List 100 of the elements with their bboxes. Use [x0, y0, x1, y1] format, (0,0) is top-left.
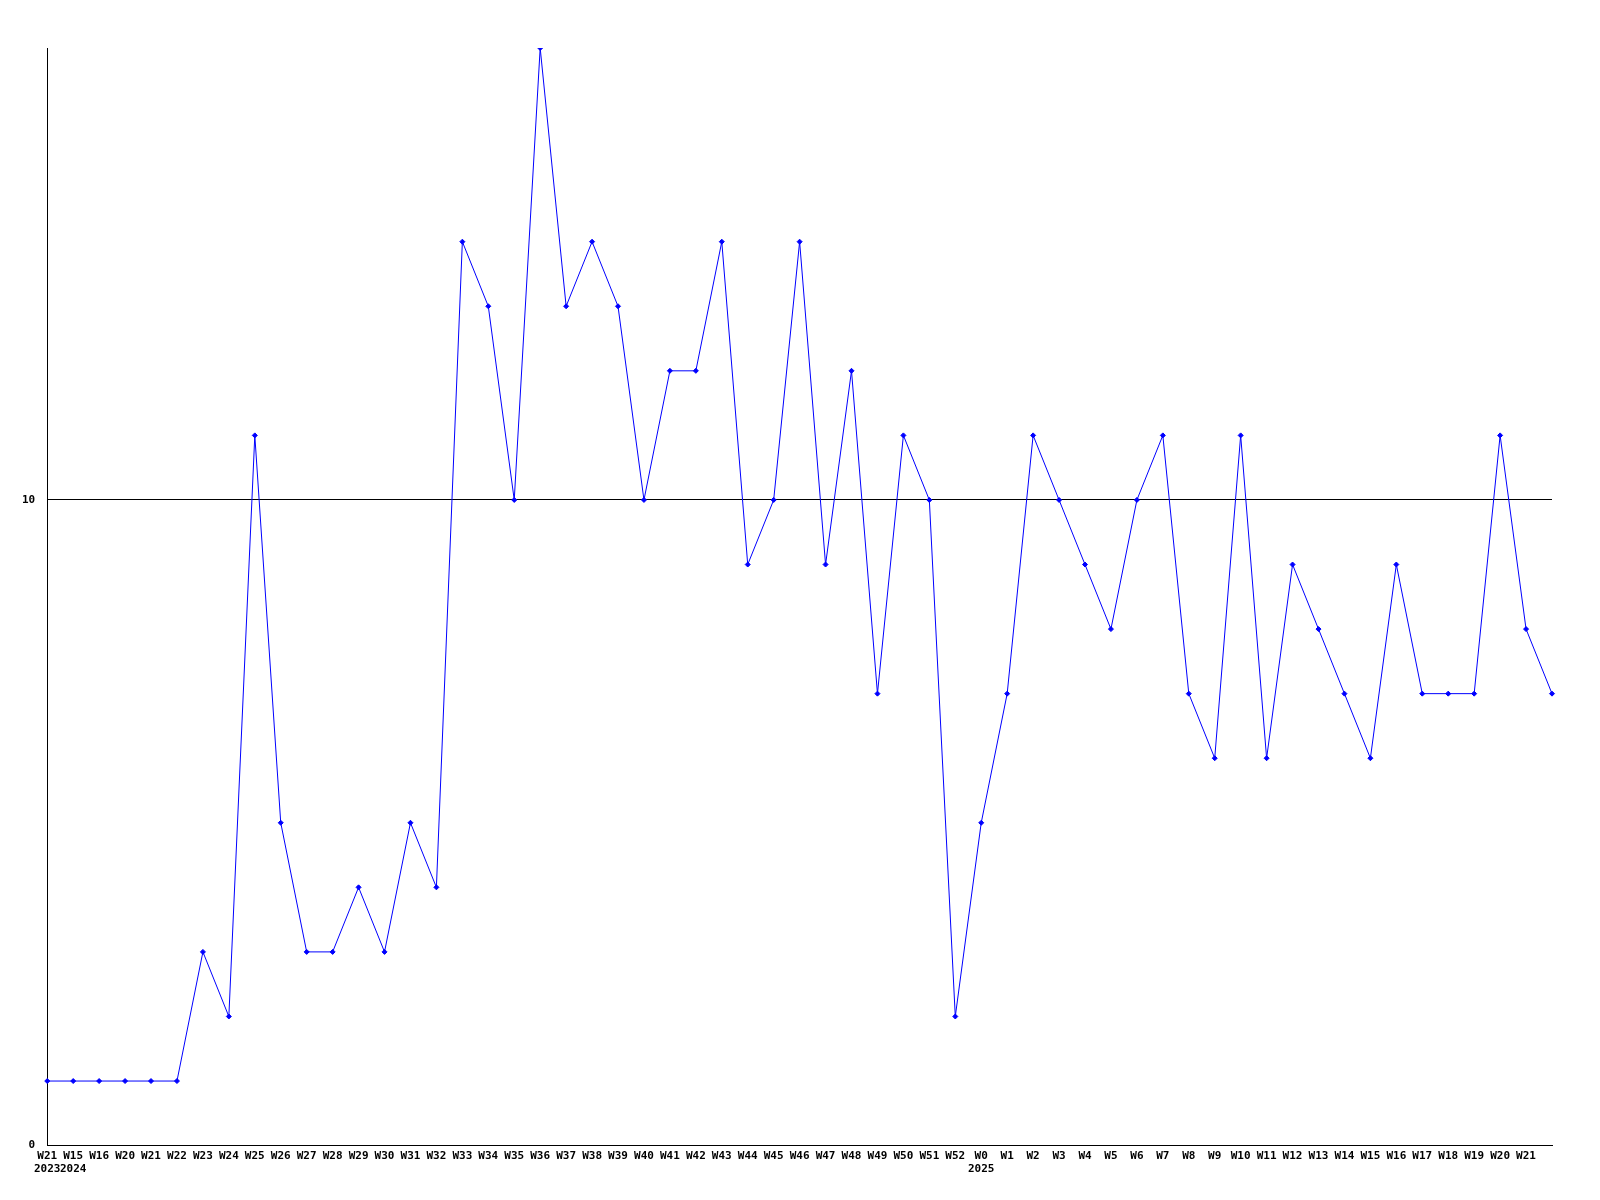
x-tick-label: W21 2023: [34, 1149, 61, 1176]
point: [277, 819, 284, 826]
point: [407, 819, 414, 826]
x-tick-label: W5: [1104, 1149, 1118, 1163]
point: [251, 432, 258, 439]
x-tick-label: W20: [115, 1149, 136, 1163]
point: [1445, 690, 1452, 697]
x-tick-label: W15 2024: [59, 1149, 87, 1176]
point: [329, 948, 336, 955]
x-tick-label: W31: [400, 1149, 421, 1163]
x-tick-label: W16: [89, 1149, 110, 1163]
x-tick-label: W27: [296, 1149, 317, 1163]
point: [615, 303, 622, 310]
x-tick-label: W46: [789, 1149, 810, 1163]
x-tick-label: W34: [478, 1149, 499, 1163]
x-tick-label: W15: [1360, 1149, 1381, 1163]
x-tick-label: W51: [919, 1149, 940, 1163]
point: [122, 1078, 129, 1085]
x-tick-label: W2: [1026, 1149, 1040, 1163]
x-tick-label: W36: [530, 1149, 551, 1163]
x-tick-label: W19: [1464, 1149, 1485, 1163]
x-tick-label: W44: [737, 1149, 759, 1163]
point: [1523, 626, 1530, 633]
point: [459, 238, 466, 245]
x-tick-label: W12: [1282, 1149, 1303, 1163]
point: [485, 303, 492, 310]
x-tick-label: W42: [685, 1149, 706, 1163]
y-tick-label: 0: [28, 1138, 36, 1152]
point: [978, 819, 985, 826]
x-tick-label: W25: [244, 1149, 265, 1163]
point: [796, 238, 803, 245]
x-tick-label: W24: [218, 1149, 240, 1163]
point: [874, 690, 881, 697]
x-tick-label: W40: [634, 1149, 654, 1163]
x-tick-label: W10: [1230, 1149, 1251, 1163]
point: [952, 1013, 959, 1020]
point: [1549, 690, 1555, 697]
point: [563, 303, 570, 310]
x-tick-label: W29: [348, 1149, 369, 1163]
x-tick-label: W37: [556, 1149, 577, 1163]
point: [199, 948, 206, 955]
x-tick-label: W49: [867, 1149, 888, 1163]
x-tick-label: W4: [1078, 1149, 1092, 1163]
point: [1393, 561, 1400, 568]
point: [1185, 690, 1192, 697]
point: [770, 496, 777, 503]
point: [433, 884, 440, 891]
x-tick-label: W7: [1156, 1149, 1170, 1163]
x-tick-label: W23: [192, 1149, 213, 1163]
x-tick-label: W8: [1182, 1149, 1196, 1163]
x-tick-label: W35: [504, 1149, 525, 1163]
point: [666, 367, 673, 374]
x-tick-label: W45: [763, 1149, 784, 1163]
point: [1471, 690, 1478, 697]
x-tick-label: W43: [711, 1149, 732, 1163]
x-tick-label: W18: [1438, 1149, 1459, 1163]
x-tick-label: W6: [1130, 1149, 1144, 1163]
point: [900, 432, 907, 439]
x-tick-label: W52: [945, 1149, 966, 1163]
point: [1082, 561, 1089, 568]
point: [1004, 690, 1011, 697]
point: [589, 238, 596, 245]
x-tick-label: W28: [322, 1149, 343, 1163]
point: [303, 948, 310, 955]
x-tick-label: W41: [659, 1149, 681, 1163]
point: [1211, 755, 1218, 762]
point: [173, 1078, 180, 1085]
x-tick-label: W14: [1334, 1149, 1355, 1163]
x-tick-label: W1: [1000, 1149, 1015, 1163]
x-tick-label: W39: [608, 1149, 628, 1163]
x-tick-label: W21: [141, 1149, 162, 1163]
x-tick-label: W11: [1256, 1149, 1277, 1163]
x-tick-label: W38: [582, 1149, 603, 1163]
point: [1419, 690, 1426, 697]
point: [1107, 626, 1114, 633]
x-tick-label: W16: [1386, 1149, 1407, 1163]
x-tick-label: W33: [452, 1149, 473, 1163]
x-tick-label: W21: [1516, 1149, 1537, 1163]
x-tick-label: W17: [1412, 1149, 1433, 1163]
point: [1237, 432, 1244, 439]
point: [718, 238, 725, 245]
x-tick-label: W50: [893, 1149, 914, 1163]
point: [926, 496, 933, 503]
point: [640, 496, 647, 503]
point: [1159, 432, 1166, 439]
x-tick-label: W13: [1308, 1149, 1329, 1163]
point: [1341, 690, 1348, 697]
x-tick-label: W9: [1208, 1149, 1222, 1163]
point: [511, 496, 518, 503]
x-tick-label: W22: [167, 1149, 187, 1163]
point: [1133, 496, 1140, 503]
point: [692, 367, 699, 374]
point: [148, 1078, 155, 1085]
point: [1056, 496, 1063, 503]
point: [822, 561, 829, 568]
point: [381, 948, 388, 955]
y-tick-label: 10: [22, 492, 36, 506]
point: [1263, 755, 1270, 762]
x-tick-label: W48: [841, 1149, 862, 1163]
point: [1497, 432, 1504, 439]
